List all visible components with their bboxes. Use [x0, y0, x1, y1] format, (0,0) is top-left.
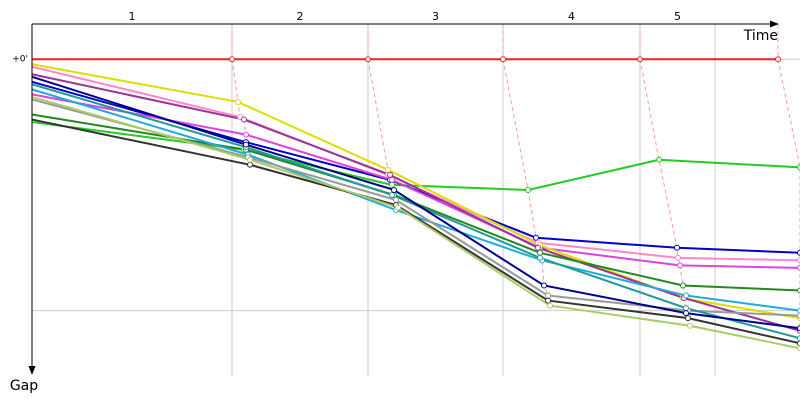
- point: [797, 335, 800, 342]
- point: [637, 56, 643, 63]
- point: [247, 161, 253, 168]
- grid: [32, 24, 800, 376]
- point: [797, 257, 800, 264]
- point: [797, 345, 800, 352]
- lap-crossing: [777, 24, 800, 349]
- y-tick-label: +0': [12, 55, 28, 65]
- point: [547, 302, 553, 309]
- labels: +0' 1 2 3 4 5: [12, 10, 681, 65]
- point: [393, 197, 399, 203]
- series-line: [31, 93, 800, 269]
- point: [243, 131, 249, 138]
- series-line: [31, 73, 800, 332]
- series-line: [31, 88, 800, 312]
- series-lines: [31, 58, 800, 350]
- point: [685, 315, 691, 322]
- point: [537, 254, 543, 261]
- point: [500, 56, 506, 63]
- point: [680, 282, 686, 289]
- point: [797, 287, 800, 294]
- series-line: [31, 75, 800, 330]
- point: [389, 181, 395, 188]
- point: [775, 56, 781, 63]
- point: [683, 310, 689, 317]
- lap-label: 1: [129, 10, 136, 23]
- point: [533, 234, 539, 241]
- series-line: [31, 65, 800, 262]
- markers: [229, 56, 800, 352]
- point: [683, 305, 689, 312]
- point: [389, 176, 395, 183]
- point: [675, 254, 681, 261]
- point: [525, 186, 531, 193]
- point: [389, 191, 395, 198]
- point: [797, 307, 800, 314]
- lap-label: 4: [568, 10, 575, 23]
- point: [797, 325, 800, 332]
- point: [797, 249, 800, 256]
- point: [797, 312, 800, 319]
- point: [677, 262, 683, 269]
- point: [391, 186, 397, 193]
- series-line: [31, 98, 800, 317]
- series-line: [31, 121, 800, 191]
- point: [235, 98, 241, 105]
- x-axis-label: Time: [743, 28, 778, 44]
- point: [385, 166, 391, 173]
- lap-label: 2: [297, 10, 304, 23]
- series-line: [31, 118, 800, 345]
- point: [387, 171, 393, 178]
- point: [687, 322, 693, 329]
- point: [535, 244, 541, 251]
- point: [545, 297, 551, 304]
- series-line: [31, 95, 800, 350]
- series-line: [31, 83, 800, 340]
- point: [797, 164, 800, 171]
- lap-label: 3: [432, 10, 439, 23]
- series-line: [31, 113, 800, 292]
- point: [247, 156, 253, 163]
- point: [241, 116, 247, 123]
- point: [229, 56, 235, 63]
- point: [656, 156, 662, 163]
- point: [243, 141, 249, 148]
- point: [537, 249, 543, 256]
- lap-crossing: [502, 24, 551, 306]
- series-line: [31, 80, 800, 254]
- point: [545, 292, 551, 299]
- point: [797, 340, 800, 347]
- y-axis-label: Gap: [10, 378, 38, 394]
- point: [395, 204, 401, 211]
- point: [365, 56, 371, 63]
- lap-label: 5: [674, 10, 681, 23]
- point: [683, 292, 689, 299]
- point: [541, 282, 547, 289]
- point: [674, 244, 680, 251]
- series-line: [31, 63, 800, 320]
- point: [797, 264, 800, 271]
